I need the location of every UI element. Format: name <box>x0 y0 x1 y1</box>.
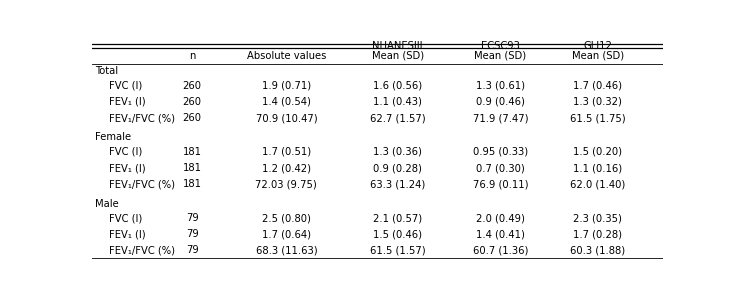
Text: 79: 79 <box>186 229 198 239</box>
Text: 1.2 (0.42): 1.2 (0.42) <box>262 163 311 173</box>
Text: 181: 181 <box>183 163 202 173</box>
Text: 61.5 (1.57): 61.5 (1.57) <box>370 245 425 255</box>
Text: 1.4 (0.41): 1.4 (0.41) <box>476 229 525 239</box>
Text: NHANESIII: NHANESIII <box>372 41 423 51</box>
Text: 1.5 (0.20): 1.5 (0.20) <box>573 147 622 157</box>
Text: 260: 260 <box>183 113 202 123</box>
Text: 76.9 (0.11): 76.9 (0.11) <box>472 179 528 189</box>
Text: Female: Female <box>95 132 131 143</box>
Text: n: n <box>189 51 195 61</box>
Text: 0.9 (0.46): 0.9 (0.46) <box>476 97 525 107</box>
Text: 79: 79 <box>186 213 198 223</box>
Text: Mean (SD): Mean (SD) <box>572 51 624 61</box>
Text: 1.1 (0.43): 1.1 (0.43) <box>373 97 422 107</box>
Text: 2.0 (0.49): 2.0 (0.49) <box>476 213 525 223</box>
Text: FEV₁/FVC (%): FEV₁/FVC (%) <box>109 245 175 255</box>
Text: 1.3 (0.61): 1.3 (0.61) <box>476 81 525 91</box>
Text: 1.7 (0.28): 1.7 (0.28) <box>573 229 622 239</box>
Text: 1.7 (0.51): 1.7 (0.51) <box>262 147 311 157</box>
Text: 1.9 (0.71): 1.9 (0.71) <box>262 81 311 91</box>
Text: FEV₁/FVC (%): FEV₁/FVC (%) <box>109 179 175 189</box>
Text: 181: 181 <box>183 179 202 189</box>
Text: 260: 260 <box>183 97 202 107</box>
Text: Mean (SD): Mean (SD) <box>475 51 526 61</box>
Text: 1.3 (0.32): 1.3 (0.32) <box>573 97 622 107</box>
Text: 60.7 (1.36): 60.7 (1.36) <box>473 245 528 255</box>
Text: Absolute values: Absolute values <box>247 51 326 61</box>
Text: 2.1 (0.57): 2.1 (0.57) <box>373 213 422 223</box>
Text: 1.7 (0.46): 1.7 (0.46) <box>573 81 622 91</box>
Text: 68.3 (11.63): 68.3 (11.63) <box>256 245 317 255</box>
Text: FVC (l): FVC (l) <box>109 213 142 223</box>
Text: 62.0 (1.40): 62.0 (1.40) <box>570 179 625 189</box>
Text: 1.6 (0.56): 1.6 (0.56) <box>373 81 422 91</box>
Text: 260: 260 <box>183 81 202 91</box>
Text: 181: 181 <box>183 147 202 157</box>
Text: FEV₁ (l): FEV₁ (l) <box>109 97 146 107</box>
Text: ECSC93: ECSC93 <box>481 41 520 51</box>
Text: 61.5 (1.75): 61.5 (1.75) <box>570 113 626 123</box>
Text: 1.4 (0.54): 1.4 (0.54) <box>262 97 311 107</box>
Text: GLI12: GLI12 <box>583 41 612 51</box>
Text: 63.3 (1.24): 63.3 (1.24) <box>370 179 425 189</box>
Text: FVC (l): FVC (l) <box>109 147 142 157</box>
Text: 71.9 (7.47): 71.9 (7.47) <box>472 113 528 123</box>
Text: FEV₁ (l): FEV₁ (l) <box>109 163 146 173</box>
Text: Mean (SD): Mean (SD) <box>371 51 424 61</box>
Text: 70.9 (10.47): 70.9 (10.47) <box>256 113 317 123</box>
Text: FEV₁ (l): FEV₁ (l) <box>109 229 146 239</box>
Text: 60.3 (1.88): 60.3 (1.88) <box>570 245 625 255</box>
Text: 62.7 (1.57): 62.7 (1.57) <box>370 113 425 123</box>
Text: 1.3 (0.36): 1.3 (0.36) <box>373 147 422 157</box>
Text: Total: Total <box>95 66 118 76</box>
Text: 72.03 (9.75): 72.03 (9.75) <box>256 179 317 189</box>
Text: 2.3 (0.35): 2.3 (0.35) <box>573 213 622 223</box>
Text: 0.7 (0.30): 0.7 (0.30) <box>476 163 525 173</box>
Text: 1.7 (0.64): 1.7 (0.64) <box>262 229 311 239</box>
Text: Male: Male <box>95 198 119 209</box>
Text: FVC (l): FVC (l) <box>109 81 142 91</box>
Text: 0.9 (0.28): 0.9 (0.28) <box>373 163 422 173</box>
Text: 1.1 (0.16): 1.1 (0.16) <box>573 163 622 173</box>
Text: 1.5 (0.46): 1.5 (0.46) <box>373 229 422 239</box>
Text: 2.5 (0.80): 2.5 (0.80) <box>262 213 311 223</box>
Text: FEV₁/FVC (%): FEV₁/FVC (%) <box>109 113 175 123</box>
Text: 79: 79 <box>186 245 198 255</box>
Text: 0.95 (0.33): 0.95 (0.33) <box>473 147 528 157</box>
